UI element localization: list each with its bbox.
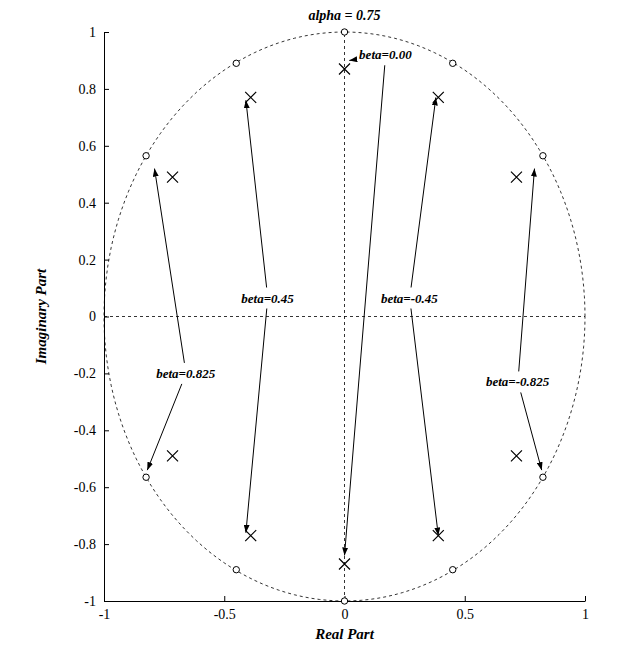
zero [143,153,149,159]
arrow [147,384,182,470]
tick-label: 0.8 [79,82,97,97]
tick: -0.2 [74,366,109,381]
reference [104,32,585,601]
annotations: beta=0.00 beta=0.45 beta=-0.45 beta=0.825 be… [147,47,550,555]
annotation: beta=0.00 [359,47,412,62]
pole [339,63,350,74]
arrow [411,309,438,536]
arrow [411,97,436,287]
series [167,63,522,569]
tick-mark [465,596,466,601]
y-axis: -1 -0.8 -0.6 -0.4 -0.2 0 0.2 0.4 0.6 0.8 1 [74,25,109,609]
tick-mark [104,487,109,488]
annotation: beta=-0.825 [486,374,550,389]
tick-label: 1 [89,25,96,40]
tick-mark [104,430,109,431]
arrow [519,169,535,372]
tick: 0.8 [79,82,110,97]
tick-label: 0 [342,607,349,622]
marks [143,29,546,604]
tick-label: -0.4 [74,423,96,438]
tick: -0.4 [74,423,109,438]
zero [450,567,456,573]
arrow [155,169,185,363]
tick-label: -0.2 [74,366,96,381]
zero [540,153,546,159]
tick-mark [104,544,109,545]
zero [341,29,347,35]
series [143,29,546,604]
arrow [246,309,267,533]
annotation: beta=-0.45 [381,291,438,306]
zero [233,60,239,66]
chart: -1 -0.5 0 0.5 1 -1 -0.8 -0.6 -0.4 -0.2 0 0.2 0.4 0.6 0… [0,0,625,651]
y-axis-title: Imaginary Part [33,268,49,365]
zero [540,474,546,480]
tick: 1 [582,596,589,622]
pole [511,450,522,461]
arrow [345,65,385,555]
tick-mark [585,596,586,601]
tick-label: 0.2 [79,253,97,268]
zero [341,598,347,604]
tick-label: 0 [89,309,96,324]
tick-mark [104,373,109,374]
pole [245,530,256,541]
tick-label: -0.5 [214,607,236,622]
pole [167,450,178,461]
annotation: beta=0.45 [241,291,294,306]
tick-label: 0.5 [457,607,475,622]
unit-circle [104,32,585,601]
tick: 0 [342,596,349,622]
tick: -1 [84,594,109,609]
tick: 0.4 [79,196,110,211]
tick-label: -1 [99,607,111,622]
tick-label: -1 [84,594,96,609]
tick: 0.2 [79,253,110,268]
pole [511,172,522,183]
x-axis-title: Real Part [314,626,375,642]
arrow [349,59,356,60]
imaginary-axis-line [344,32,345,601]
tick: -0.6 [74,480,109,495]
tick-label: 0.6 [79,139,97,154]
tick-mark [104,146,109,147]
tick-mark [224,596,225,601]
annotation: beta=0.825 [156,366,216,381]
pole [433,92,444,103]
zero [450,60,456,66]
tick-mark [104,203,109,204]
pole [245,92,256,103]
tick: 0 [89,309,109,324]
tick-mark [104,601,109,602]
tick-mark [104,32,109,33]
tick: -0.8 [74,537,109,552]
pole [339,559,350,570]
tick-label: 1 [582,607,589,622]
pole [167,172,178,183]
tick: 1 [89,25,109,40]
zero [143,474,149,480]
tick-label: -0.8 [74,537,96,552]
title: alpha = 0.75 [308,8,380,23]
tick-mark [104,260,109,261]
x-axis: -1 -0.5 0 0.5 1 [99,596,589,622]
tick-mark [104,89,109,90]
zero [233,567,239,573]
tick-label: -0.6 [74,480,96,495]
tick-mark [104,317,109,318]
arrow [246,100,267,287]
tick-label: 0.4 [79,196,97,211]
tick: -0.5 [214,596,236,622]
arrow [521,392,542,470]
tick: 0.6 [79,139,110,154]
tick: 0.5 [457,596,475,622]
